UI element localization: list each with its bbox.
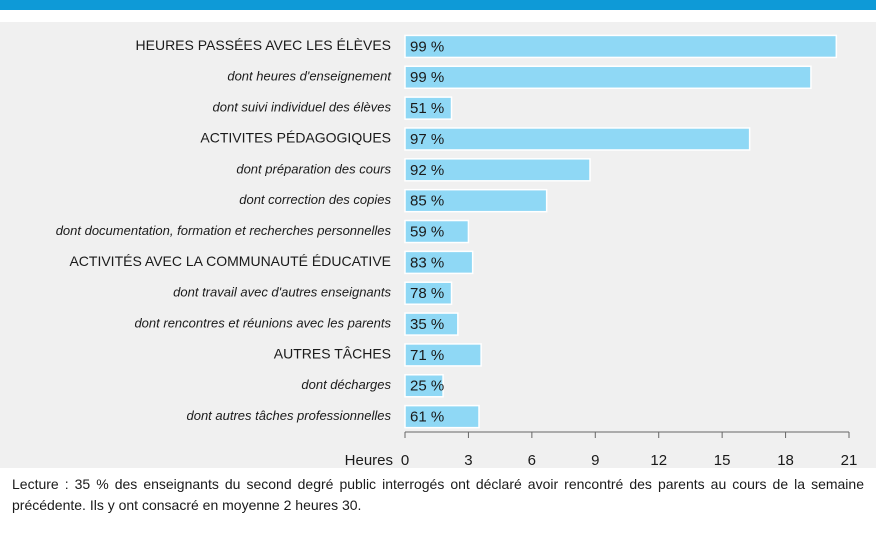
bar	[404, 127, 751, 151]
share-label: 78 %	[410, 285, 444, 302]
share-label: 99 %	[410, 69, 444, 86]
x-tick-label: 12	[650, 452, 667, 469]
share-label: 85 %	[410, 193, 444, 210]
bar	[404, 188, 548, 213]
footnote: Lecture : 35 % des enseignants du second…	[12, 476, 864, 513]
category-label: ACTIVITÉS AVEC LA COMMUNAUTÉ ÉDUCATIVE	[69, 253, 391, 269]
category-label: dont heures d'enseignement	[227, 69, 392, 84]
bar	[404, 343, 482, 367]
bar	[404, 374, 444, 398]
share-label: 99 %	[410, 38, 444, 55]
category-label: dont correction des copies	[239, 192, 391, 207]
share-label: 35 %	[410, 316, 444, 333]
bar	[404, 404, 480, 429]
x-tick-label: 9	[591, 452, 599, 469]
share-label: 25 %	[410, 378, 444, 395]
share-label: 97 %	[410, 131, 444, 148]
bar	[404, 281, 453, 305]
share-label: 59 %	[410, 223, 444, 240]
category-label: dont décharges	[301, 377, 391, 392]
bar	[404, 250, 474, 275]
category-label: HEURES PASSÉES AVEC LES ÉLÈVES	[136, 37, 391, 53]
category-label: dont autres tâches professionnelles	[186, 408, 391, 423]
category-label: dont suivi individuel des élèves	[213, 100, 392, 115]
bar	[404, 158, 591, 182]
x-tick-label: 6	[528, 452, 536, 469]
bar	[404, 219, 470, 244]
category-label: AUTRES TÂCHES	[274, 346, 391, 362]
x-tick-label: 3	[464, 452, 472, 469]
share-label: 61 %	[410, 409, 444, 426]
category-label: ACTIVITES PÉDAGOGIQUES	[200, 130, 391, 146]
share-label: 51 %	[410, 100, 444, 117]
chart: Heures 0 3 6 9 12 15 18 21 HEURES PASSÉES AVEC L…	[0, 0, 876, 469]
share-label: 83 %	[410, 254, 444, 271]
bar	[404, 312, 459, 336]
x-tick-label: 21	[841, 452, 858, 469]
bar	[404, 96, 453, 120]
top-band	[0, 0, 876, 10]
x-axis-label: Heures	[345, 452, 393, 469]
bar	[404, 65, 812, 90]
share-label: 71 %	[410, 347, 444, 364]
x-tick-label: 0	[401, 452, 409, 469]
bar	[404, 34, 838, 59]
x-tick-label: 18	[777, 452, 794, 469]
category-label: dont préparation des cours	[236, 161, 391, 176]
category-label: dont travail avec d'autres enseignants	[173, 285, 391, 300]
category-label: dont rencontres et réunions avec les par…	[134, 316, 391, 331]
category-label: dont documentation, formation et recherc…	[56, 223, 392, 238]
share-label: 92 %	[410, 162, 444, 179]
x-tick-label: 15	[714, 452, 731, 469]
